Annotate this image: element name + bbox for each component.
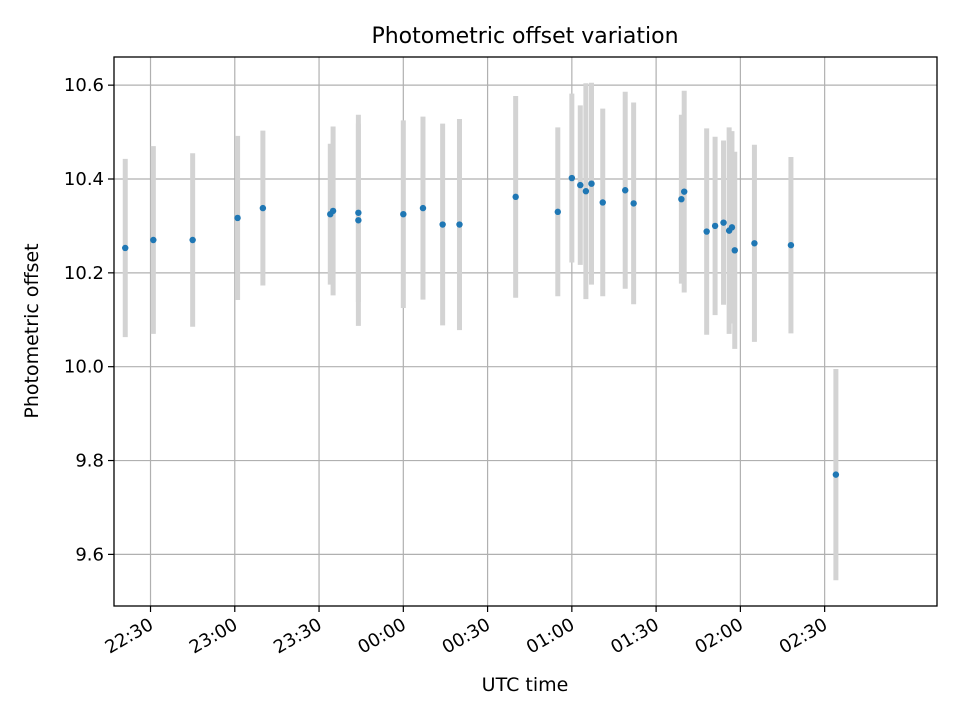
y-axis-label: Photometric offset xyxy=(21,243,43,418)
y-tick-label: 9.8 xyxy=(75,451,104,472)
data-point xyxy=(568,174,576,182)
data-point xyxy=(577,181,584,189)
data-point xyxy=(711,222,719,230)
chart-title: Photometric offset variation xyxy=(371,24,678,49)
plot-area-frame xyxy=(113,56,938,607)
x-tick-label: 00:30 xyxy=(439,614,494,658)
data-point xyxy=(355,217,362,224)
data-point xyxy=(681,188,688,195)
x-axis-label: UTC time xyxy=(482,674,569,696)
x-axis-ticks: 22:30 23:00 23:30 00:00 00:30 01:00 01:30 02:00… xyxy=(102,606,831,658)
y-tick-label: 10.0 xyxy=(64,357,104,378)
data-point xyxy=(582,188,590,195)
data-point xyxy=(703,228,710,235)
data-point xyxy=(456,221,463,228)
data-point xyxy=(329,207,337,215)
x-tick-label: 02:00 xyxy=(691,614,746,658)
error-bars xyxy=(122,82,839,581)
data-point xyxy=(599,199,606,206)
data-point xyxy=(355,209,362,216)
data-points xyxy=(122,174,840,478)
data-point xyxy=(731,247,738,254)
data-point xyxy=(512,193,519,201)
data-point xyxy=(439,221,446,228)
y-tick-label: 10.2 xyxy=(64,263,104,284)
data-point xyxy=(787,241,795,249)
y-axis-ticks: 9.6 9.8 10.0 10.2 10.4 10.6 xyxy=(64,75,114,565)
data-point xyxy=(122,244,129,252)
data-point xyxy=(678,195,685,203)
y-tick-label: 10.4 xyxy=(64,169,104,190)
y-tick-label: 9.6 xyxy=(75,544,104,565)
x-tick-label: 23:00 xyxy=(186,614,241,658)
data-point xyxy=(150,236,157,244)
data-point xyxy=(630,200,637,207)
y-tick-label: 10.6 xyxy=(64,75,104,96)
data-point xyxy=(622,187,629,194)
x-tick-label: 23:30 xyxy=(270,614,325,658)
x-tick-label: 01:00 xyxy=(523,614,578,658)
x-tick-label: 22:30 xyxy=(102,614,157,658)
data-point xyxy=(588,180,595,187)
x-tick-label: 02:30 xyxy=(776,614,831,658)
data-point xyxy=(234,214,241,222)
data-point xyxy=(728,224,736,231)
data-point xyxy=(832,471,840,478)
data-point xyxy=(554,208,562,216)
x-tick-label: 00:00 xyxy=(354,614,409,658)
data-point xyxy=(400,210,407,218)
data-point xyxy=(189,236,196,244)
x-tick-label: 01:30 xyxy=(607,614,662,658)
data-point xyxy=(419,204,427,212)
data-point xyxy=(259,204,267,212)
data-point xyxy=(751,240,758,247)
data-point xyxy=(720,219,727,226)
